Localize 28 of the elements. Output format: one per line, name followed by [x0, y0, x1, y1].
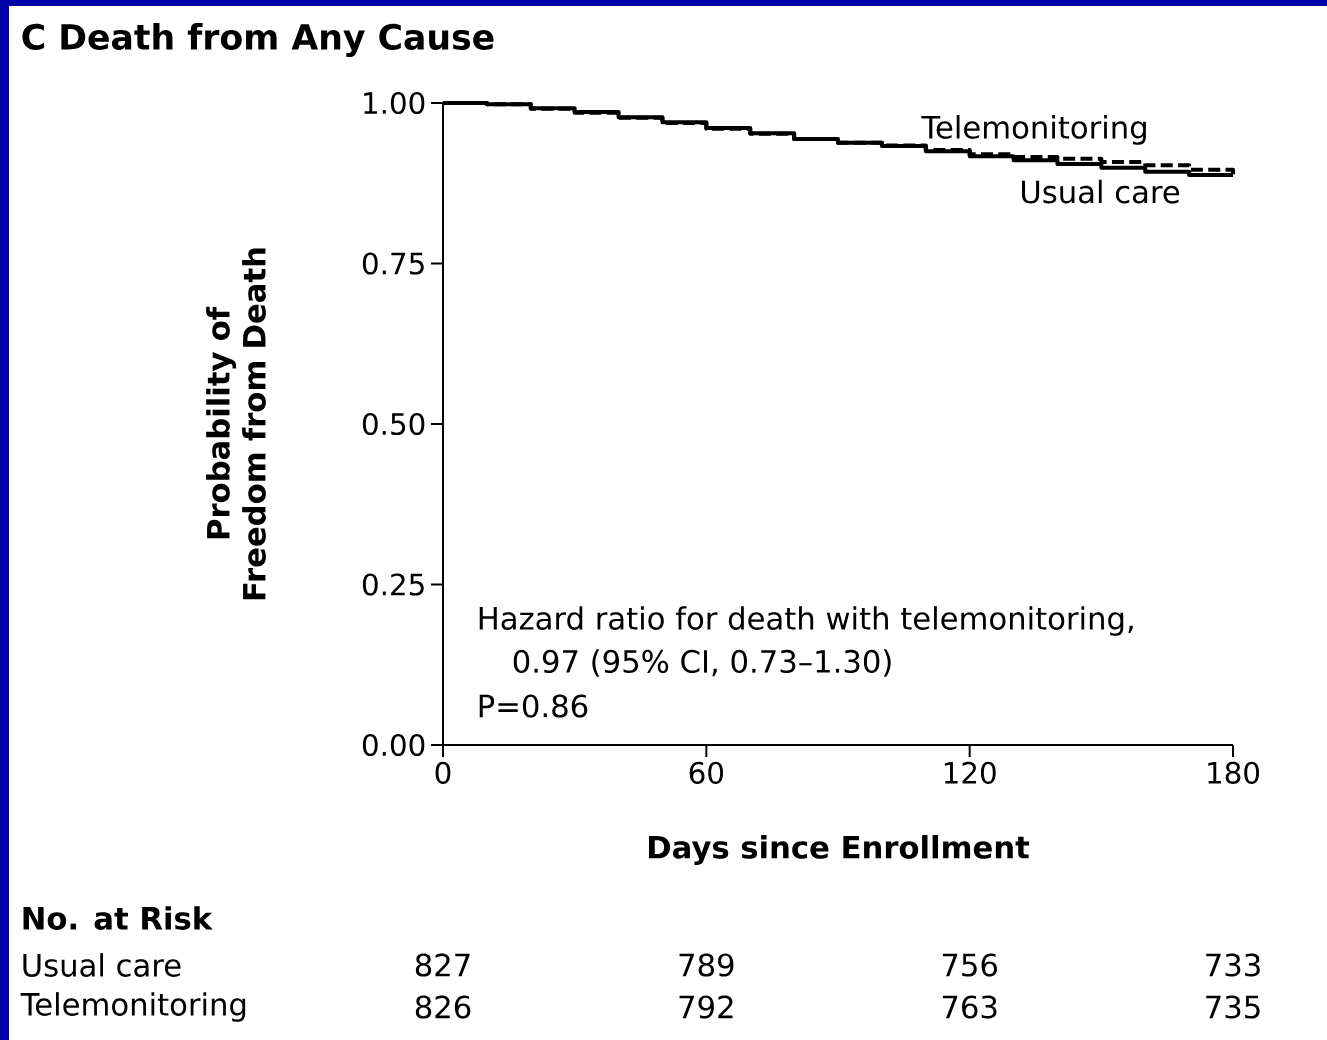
- text: 763: [942, 995, 997, 1019]
- series-label: Usual care: [1022, 179, 1180, 204]
- text: 756: [942, 953, 998, 977]
- chart-title: C Death from Any Cause: [22, 23, 494, 57]
- text: 735: [1206, 995, 1260, 1019]
- x-tick-label: 180: [1208, 761, 1260, 784]
- annotation: Hazard ratio for death with telemonitoring,: [479, 606, 1133, 636]
- text: No. at Risk: [23, 906, 213, 930]
- text: Usual care: [23, 953, 181, 977]
- text: 827: [415, 953, 470, 977]
- y-tick-label: 0.50: [362, 412, 425, 436]
- series-label: Telemonitoring: [921, 115, 1146, 145]
- text: 789: [679, 953, 734, 977]
- x-tick-label: 0: [435, 761, 451, 784]
- x-tick-label: 60: [689, 761, 724, 784]
- y-tick-label: 0.75: [362, 252, 424, 275]
- annotation: P=0.86: [479, 694, 588, 718]
- text: 826: [415, 995, 471, 1019]
- y-tick-label: 1.00: [364, 91, 425, 115]
- y-tick-label: 0.00: [362, 733, 425, 757]
- y-axis-title: Probability of Freedom from Death: [206, 248, 266, 600]
- annotation: 0.97 (95% CI, 0.73–1.30): [513, 649, 891, 677]
- text: Telemonitoring: [20, 992, 246, 1022]
- text: 792: [679, 995, 733, 1019]
- text: 733: [1206, 953, 1260, 977]
- x-axis-title: Days since Enrollment: [649, 835, 1030, 865]
- y-tick-label: 0.25: [362, 573, 424, 596]
- x-tick-label: 120: [944, 761, 996, 784]
